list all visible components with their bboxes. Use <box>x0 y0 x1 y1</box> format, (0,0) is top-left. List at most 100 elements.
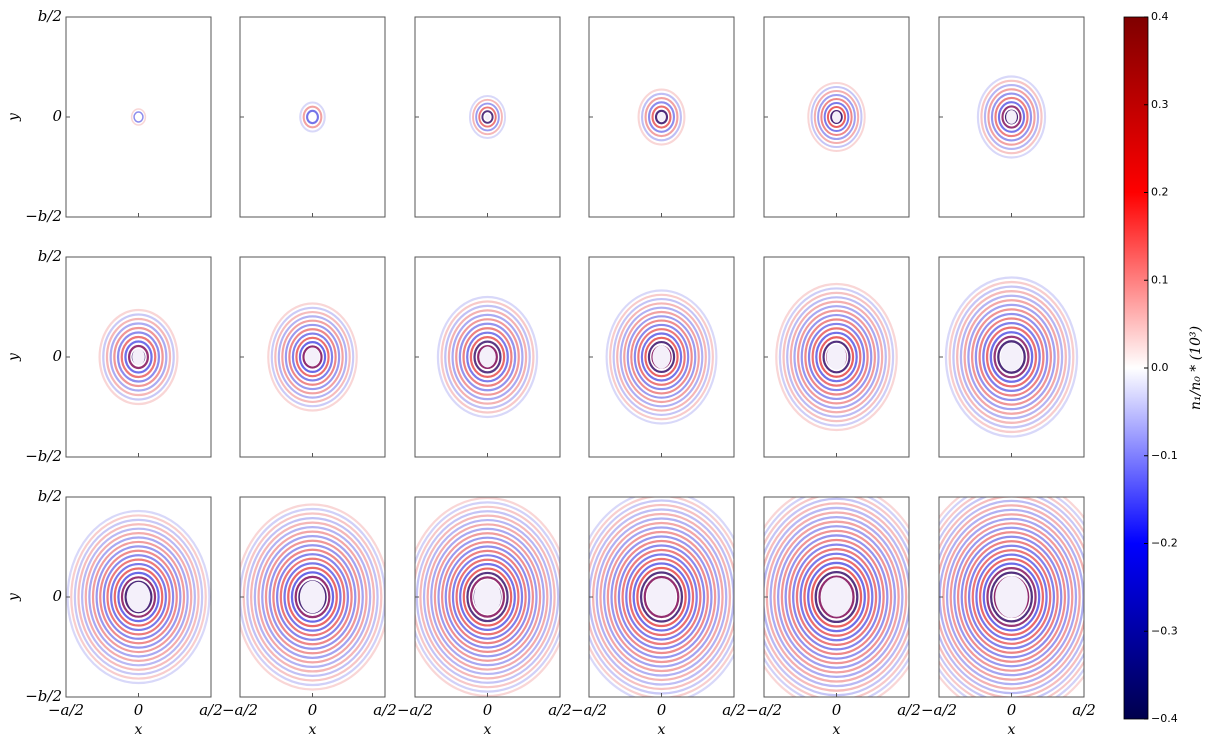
ring <box>625 553 698 641</box>
ring <box>818 336 855 378</box>
field <box>764 497 909 697</box>
ring <box>985 326 1038 388</box>
ring <box>967 544 1056 650</box>
ring <box>130 108 147 126</box>
field <box>415 497 560 697</box>
ring <box>116 331 161 383</box>
ring <box>764 502 909 692</box>
x-axis-label: x <box>484 722 492 738</box>
ring <box>780 529 893 665</box>
ring <box>643 575 680 619</box>
ring <box>811 327 862 387</box>
ring <box>945 517 1078 677</box>
ring <box>619 306 704 408</box>
colorbar-tick-label: 0.2 <box>1151 186 1169 199</box>
ring <box>477 344 498 370</box>
ring <box>284 323 341 391</box>
background <box>240 17 385 217</box>
ring <box>448 549 527 645</box>
x-tick-label: −a/2 <box>222 701 258 719</box>
field <box>240 17 385 217</box>
panel <box>763 16 910 218</box>
ring <box>102 554 175 640</box>
ring <box>466 571 509 623</box>
ring <box>609 293 714 421</box>
ring <box>956 531 1067 663</box>
ring <box>786 296 887 418</box>
x-tick-label: a/2 <box>548 701 572 719</box>
ring <box>989 331 1034 383</box>
x-axis-label: x <box>833 722 841 738</box>
ring <box>789 300 884 414</box>
ring <box>603 526 720 668</box>
x-tick-label: 0 <box>832 701 842 719</box>
ring <box>956 290 1067 424</box>
ring <box>830 110 843 124</box>
x-tick-label: −a/2 <box>48 701 84 719</box>
x-tick-label: 0 <box>1007 701 1017 719</box>
ring <box>455 318 520 396</box>
ring <box>295 336 330 378</box>
ring <box>974 312 1049 402</box>
ring <box>810 86 863 148</box>
field <box>764 257 909 457</box>
field <box>240 257 385 457</box>
ring <box>127 344 150 370</box>
y-tick-label: −b/2 <box>25 207 62 225</box>
ring <box>291 332 334 382</box>
ring <box>415 501 560 693</box>
ring <box>105 317 172 397</box>
ring <box>773 520 900 674</box>
ring <box>591 512 732 682</box>
ring <box>250 521 375 673</box>
ring <box>287 566 338 628</box>
ring <box>820 98 853 136</box>
ring <box>640 332 683 382</box>
core <box>479 346 496 368</box>
ring <box>268 544 357 650</box>
x-axis-label: x <box>1008 722 1016 738</box>
colorbar-tick-label: 0.3 <box>1151 98 1169 111</box>
x-tick-label: −a/2 <box>571 701 607 719</box>
ring <box>444 304 531 410</box>
ring <box>793 305 880 409</box>
ring <box>994 96 1029 138</box>
ring <box>440 300 535 414</box>
ring <box>644 336 679 378</box>
ring <box>415 505 560 689</box>
y-axis-label: y <box>6 592 22 602</box>
ring <box>818 575 855 619</box>
ring <box>626 315 697 399</box>
ring <box>253 525 372 669</box>
ring <box>441 540 534 654</box>
ring <box>799 552 874 642</box>
y-tick-label: −b/2 <box>25 687 62 705</box>
panel <box>938 16 1085 218</box>
ring <box>605 289 718 425</box>
y-axis-label: y <box>6 352 22 362</box>
x-axis-label: x <box>658 722 666 738</box>
ring <box>475 102 500 132</box>
colorbar-tick-label: −0.3 <box>1151 624 1178 637</box>
panel: −a/2 0 a/2 x <box>746 496 921 738</box>
ring <box>633 323 690 391</box>
ring <box>302 105 323 129</box>
ring <box>942 513 1081 681</box>
ring <box>473 340 502 374</box>
ring <box>589 503 734 691</box>
ring <box>433 532 542 662</box>
ring <box>959 294 1064 420</box>
ring <box>451 313 524 401</box>
ring <box>813 90 860 144</box>
x-tick-label: a/2 <box>722 701 746 719</box>
colorbar-tick-label: −0.4 <box>1151 712 1178 725</box>
panel <box>239 256 386 458</box>
ring <box>639 571 684 623</box>
x-axis-label: x <box>135 722 143 738</box>
ring <box>978 558 1045 636</box>
field <box>66 257 211 457</box>
x-tick-label: 0 <box>134 701 144 719</box>
ring <box>436 295 539 419</box>
ring <box>823 102 850 132</box>
field <box>589 257 734 457</box>
